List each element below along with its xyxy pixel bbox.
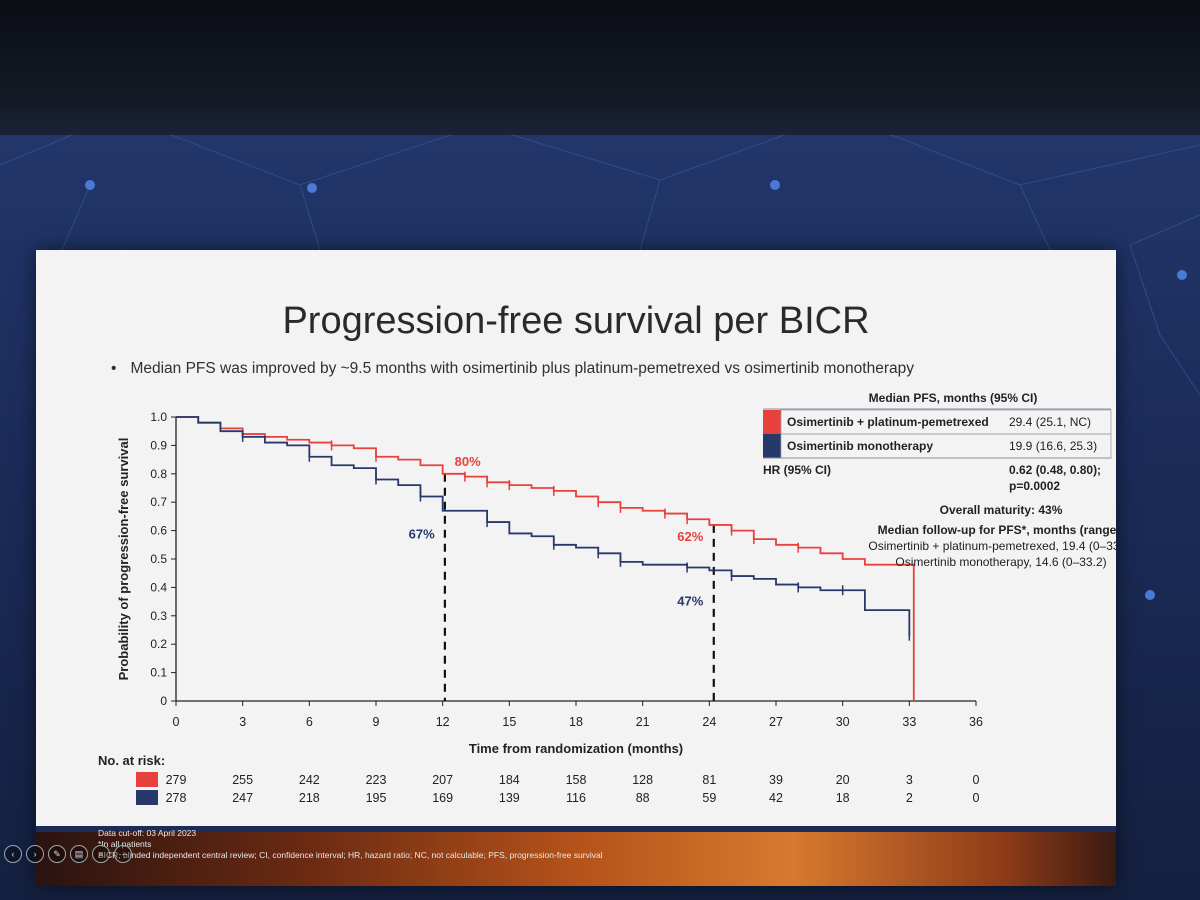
series-line-0 bbox=[176, 416, 915, 701]
slides-icon[interactable]: ▤ bbox=[70, 845, 88, 863]
room-ceiling bbox=[0, 0, 1200, 150]
risk-count: 81 bbox=[702, 773, 716, 787]
legend-series-value: 29.4 (25.1, NC) bbox=[1009, 415, 1091, 429]
x-tick-label: 33 bbox=[902, 715, 916, 729]
risk-count: 18 bbox=[836, 791, 850, 805]
risk-table-heading: No. at risk: bbox=[98, 753, 165, 768]
risk-row-swatch bbox=[136, 790, 158, 805]
risk-count: 139 bbox=[499, 791, 520, 805]
bullet-dot: • bbox=[111, 360, 117, 377]
y-tick-label: 0.1 bbox=[150, 666, 167, 680]
x-tick-label: 15 bbox=[502, 715, 516, 729]
followup-heading: Median follow-up for PFS*, months (range… bbox=[878, 523, 1116, 537]
y-tick-label: 1.0 bbox=[150, 410, 167, 424]
footer-bar bbox=[36, 826, 1116, 886]
risk-count: 88 bbox=[636, 791, 650, 805]
y-tick-label: 0.8 bbox=[150, 467, 167, 481]
risk-count: 2 bbox=[906, 791, 913, 805]
y-tick-label: 0.9 bbox=[150, 438, 167, 452]
legend-series-name: Osimertinib monotherapy bbox=[787, 439, 933, 453]
y-tick-label: 0.2 bbox=[150, 637, 167, 651]
legend-swatch bbox=[763, 410, 781, 434]
y-axis-title: Probability of progression-free survival bbox=[116, 438, 131, 681]
y-tick-label: 0.6 bbox=[150, 524, 167, 538]
hr-label: HR (95% CI) bbox=[763, 463, 831, 477]
risk-count: 59 bbox=[702, 791, 716, 805]
annotation-label: 67% bbox=[409, 527, 435, 542]
footnote-abbreviations: BICR, blinded independent central review… bbox=[98, 850, 603, 860]
annotation-label: 47% bbox=[677, 593, 703, 608]
x-tick-label: 12 bbox=[436, 715, 450, 729]
followup-mono: Osimertinib monotherapy, 14.6 (0–33.2) bbox=[895, 555, 1106, 569]
forward-icon[interactable]: › bbox=[26, 845, 44, 863]
overall-maturity: Overall maturity: 43% bbox=[940, 503, 1063, 517]
bullet-text: • Median PFS was improved by ~9.5 months … bbox=[111, 360, 914, 378]
series-line-1 bbox=[176, 416, 911, 636]
risk-count: 279 bbox=[166, 773, 187, 787]
presenter-toolbar: ‹ › ✎ ▤ ⌕ ⋯ bbox=[4, 845, 132, 865]
hr-value: 0.62 (0.48, 0.80); bbox=[1009, 463, 1101, 477]
risk-count: 158 bbox=[566, 773, 587, 787]
footer-accent-line bbox=[36, 826, 1116, 832]
back-icon[interactable]: ‹ bbox=[4, 845, 22, 863]
risk-count: 0 bbox=[973, 773, 980, 787]
y-tick-label: 0.3 bbox=[150, 609, 167, 623]
annotation-label: 80% bbox=[455, 454, 481, 469]
x-tick-label: 9 bbox=[373, 715, 380, 729]
risk-count: 218 bbox=[299, 791, 320, 805]
risk-count: 184 bbox=[499, 773, 520, 787]
x-tick-label: 0 bbox=[173, 715, 180, 729]
footnotes: Data cut-off: 03 April 2023 *In all pati… bbox=[98, 828, 603, 861]
y-tick-label: 0.4 bbox=[150, 580, 167, 594]
risk-count: 242 bbox=[299, 773, 320, 787]
annotation-label: 62% bbox=[677, 529, 703, 544]
footnote-cutoff: Data cut-off: 03 April 2023 bbox=[98, 828, 197, 838]
x-tick-label: 30 bbox=[836, 715, 850, 729]
risk-count: 128 bbox=[632, 773, 653, 787]
legend-swatch bbox=[763, 434, 781, 458]
risk-count: 169 bbox=[432, 791, 453, 805]
x-tick-label: 21 bbox=[636, 715, 650, 729]
risk-count: 278 bbox=[166, 791, 187, 805]
risk-count: 247 bbox=[232, 791, 253, 805]
risk-count: 20 bbox=[836, 773, 850, 787]
risk-count: 255 bbox=[232, 773, 253, 787]
slide: Progression-free survival per BICR • Medi… bbox=[36, 250, 1116, 886]
legend-heading: Median PFS, months (95% CI) bbox=[869, 391, 1038, 405]
y-tick-label: 0 bbox=[160, 694, 167, 708]
pen-icon[interactable]: ✎ bbox=[48, 845, 66, 863]
risk-count: 42 bbox=[769, 791, 783, 805]
risk-count: 3 bbox=[906, 773, 913, 787]
zoom-icon[interactable]: ⌕ bbox=[92, 845, 110, 863]
risk-count: 116 bbox=[566, 791, 586, 805]
x-axis-title: Time from randomization (months) bbox=[469, 741, 683, 756]
hr-pvalue: p=0.0002 bbox=[1009, 479, 1060, 493]
x-tick-label: 18 bbox=[569, 715, 583, 729]
km-chart: 00.10.20.30.40.50.60.70.80.91.00 3 6 9 12 15 1… bbox=[98, 391, 1116, 805]
risk-count: 207 bbox=[432, 773, 453, 787]
more-icon[interactable]: ⋯ bbox=[114, 845, 132, 863]
x-tick-label: 6 bbox=[306, 715, 313, 729]
x-tick-label: 36 bbox=[969, 715, 983, 729]
y-tick-label: 0.7 bbox=[150, 495, 167, 509]
bullet-label: Median PFS was improved by ~9.5 months w… bbox=[130, 360, 914, 377]
legend-series-value: 19.9 (16.6, 25.3) bbox=[1009, 439, 1097, 453]
legend-series-name: Osimertinib + platinum-pemetrexed bbox=[787, 415, 989, 429]
risk-row-swatch bbox=[136, 772, 158, 787]
y-tick-label: 0.5 bbox=[150, 552, 167, 566]
risk-count: 223 bbox=[366, 773, 387, 787]
x-tick-label: 24 bbox=[702, 715, 716, 729]
x-tick-label: 27 bbox=[769, 715, 783, 729]
risk-count: 195 bbox=[366, 791, 387, 805]
risk-count: 0 bbox=[973, 791, 980, 805]
slide-title: Progression-free survival per BICR bbox=[282, 300, 870, 342]
risk-count: 39 bbox=[769, 773, 783, 787]
followup-combo: Osimertinib + platinum-pemetrexed, 19.4 … bbox=[868, 539, 1116, 553]
footnote-patients: *In all patients bbox=[98, 839, 152, 849]
x-tick-label: 3 bbox=[239, 715, 246, 729]
